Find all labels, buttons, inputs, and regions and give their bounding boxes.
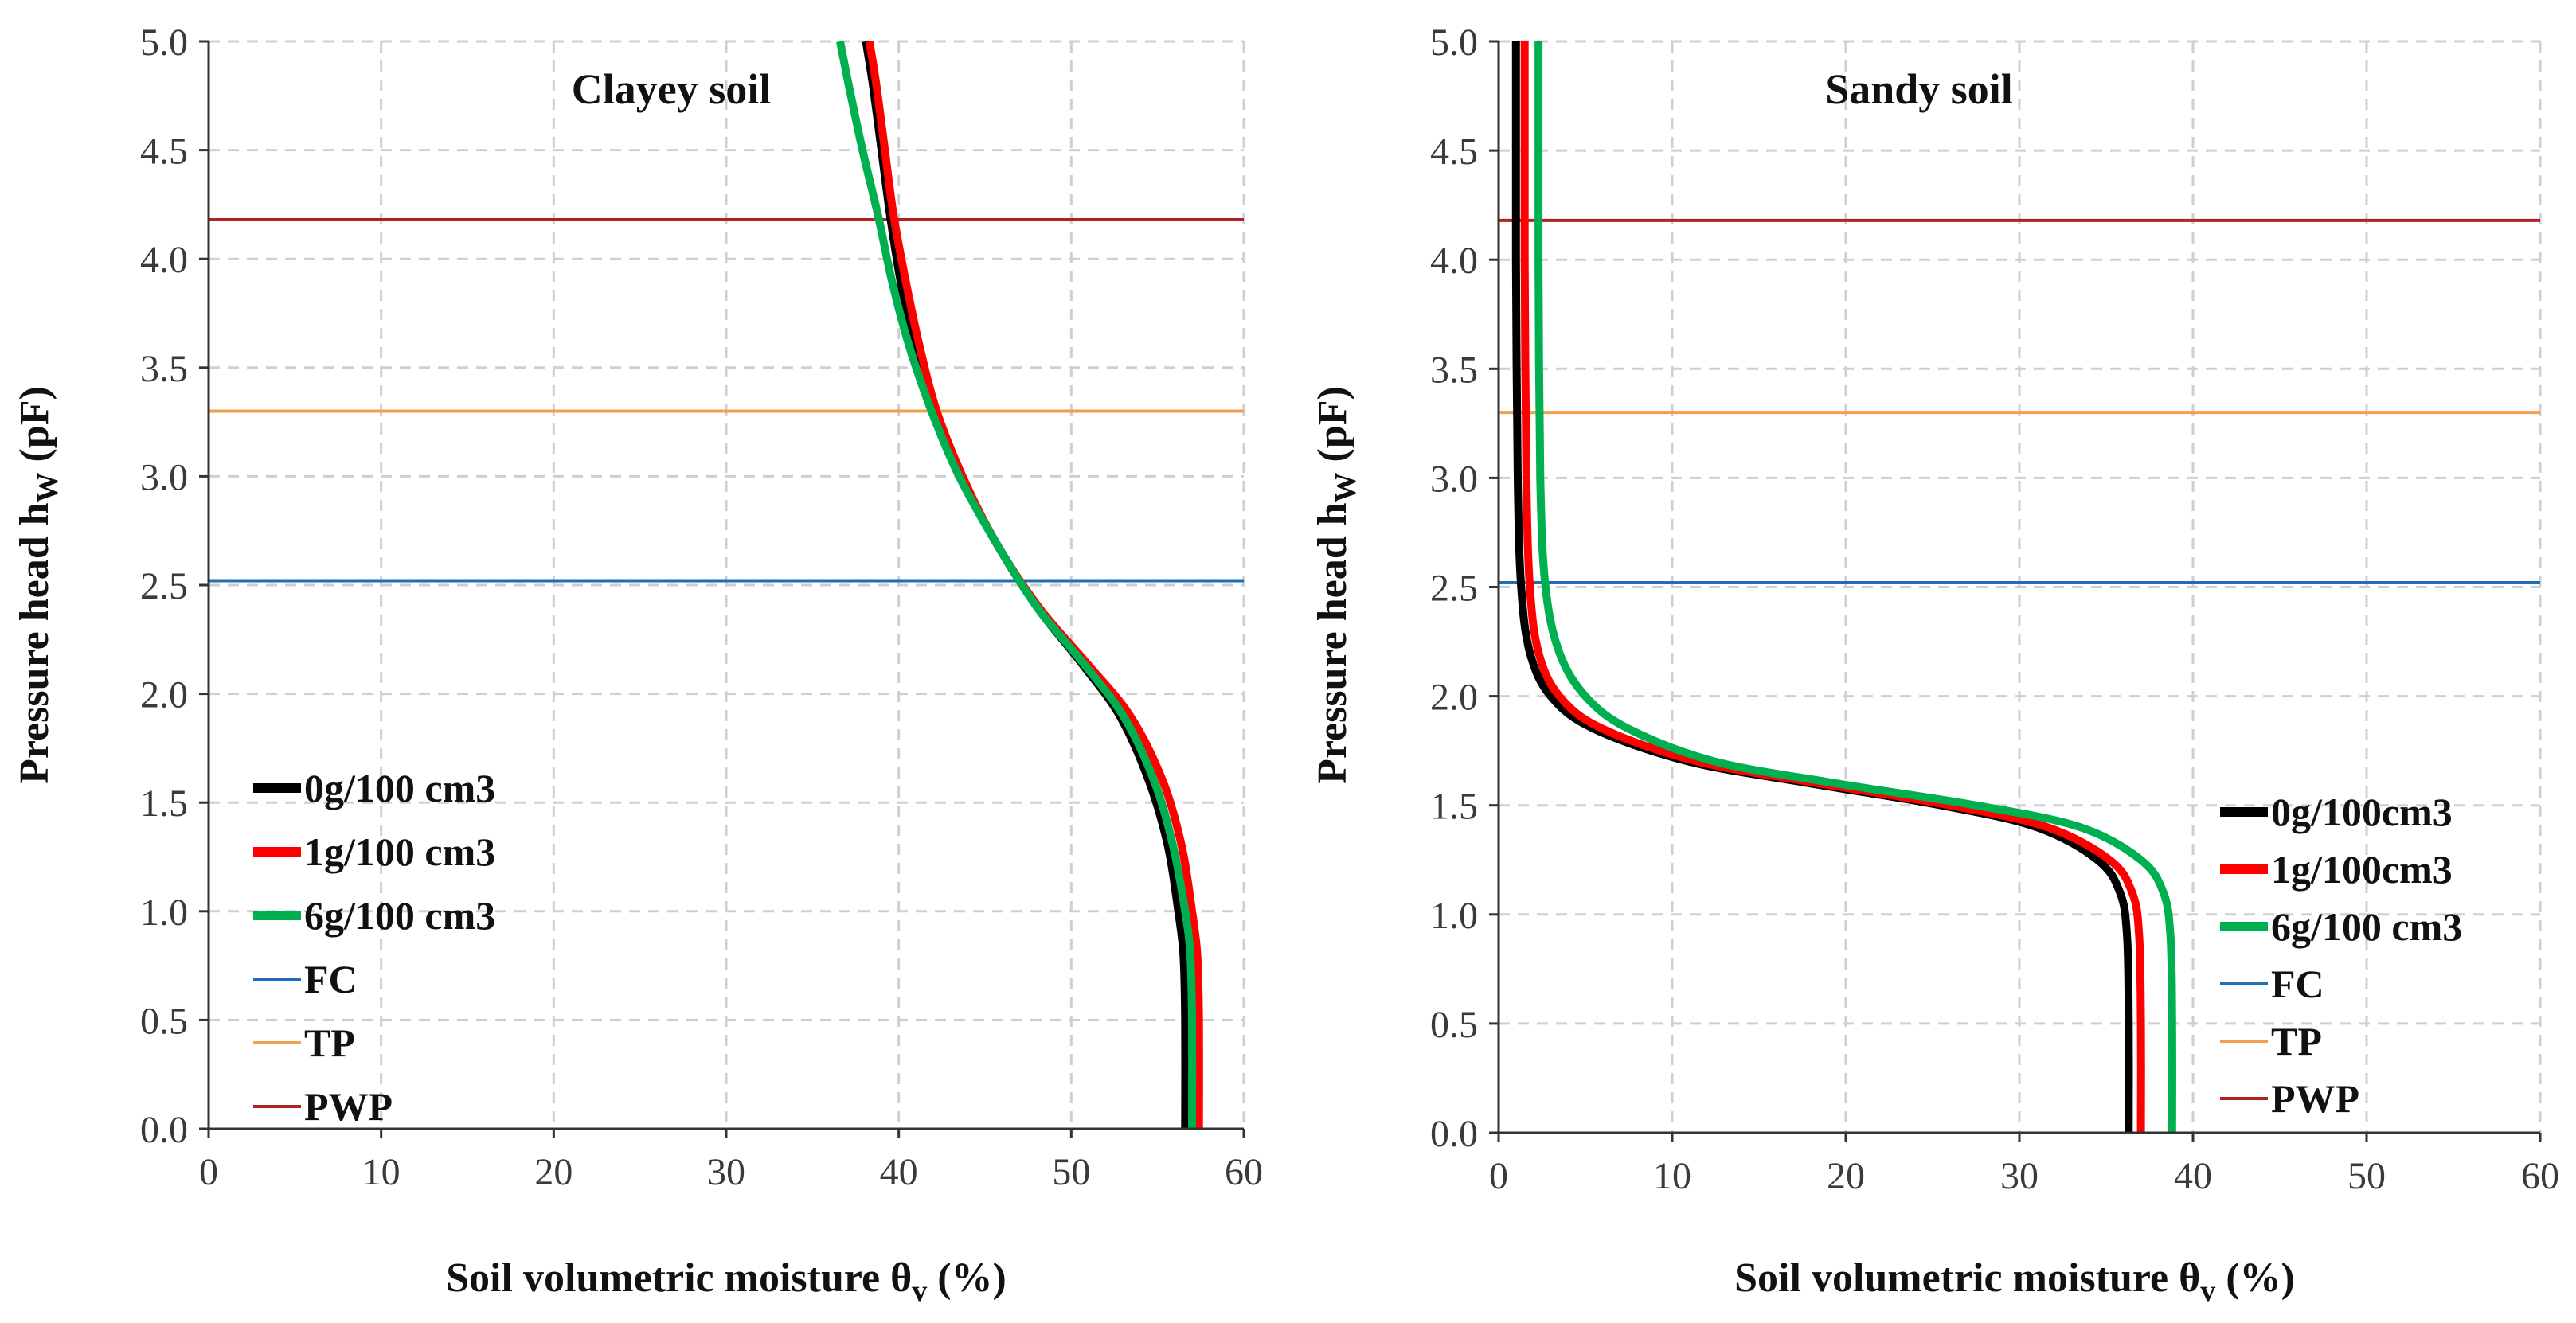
clayey-curve-6g-100-cm3 [836,41,1197,1130]
sandy-reference-lines [1499,218,2540,585]
sandy-panel-title: Sandy soil [1825,65,2013,113]
sandy-y-tick-label: 0.5 [1430,1004,1478,1046]
clayey-y-tick-label: 2.5 [140,565,188,607]
sandy-legend: 0g/100cm3 1g/100cm3 6g/100 cm3 FC TP PWP [2220,790,2462,1121]
clayey-y-tick-label: 2.0 [140,674,188,716]
sandy-x-tick-label: 0 [1489,1155,1508,1197]
sandy-y-tick-label: 3.0 [1430,458,1478,500]
sandy-soil-panel: 0 10 20 30 40 50 60 0.0 0.5 1.0 1.5 2.0 2.5 3.0 3.5 4.… [1310,21,2559,1308]
sandy-x-tick-label: 10 [1653,1155,1691,1197]
sandy-legend-label: FC [2271,962,2324,1006]
clayey-curves [836,41,1203,1130]
sandy-x-tick-label: 60 [2521,1155,2559,1197]
clayey-legend: 0g/100 cm3 1g/100 cm3 6g/100 cm3 FC TP PWP [253,766,495,1129]
clayey-legend-label: 1g/100 cm3 [304,829,495,874]
clayey-x-tick-label: 10 [362,1151,401,1193]
clayey-x-tick-label: 20 [534,1151,573,1193]
clayey-y-tick-label: 3.5 [140,348,188,390]
clayey-y-axis-label: Pressure head hW (pF) [12,386,64,784]
clayey-y-tick-label: 1.5 [140,782,188,825]
sandy-y-tick-label: 1.5 [1430,786,1478,828]
sandy-y-tick-label: 2.5 [1430,568,1478,610]
clayey-legend-label: FC [304,957,358,1001]
sandy-legend-label: TP [2271,1019,2322,1063]
sandy-curve-6g-100-cm3 [1534,41,2176,1134]
clayey-reference-lines [209,218,1244,583]
clayey-y-ticks: 0.0 0.5 1.0 1.5 2.0 2.5 3.0 3.5 4.0 4.5 5.0 [140,21,209,1151]
sandy-legend-label: 6g/100 cm3 [2271,904,2462,949]
clayey-legend-label: PWP [304,1084,393,1129]
sandy-y-tick-label: 1.0 [1430,895,1478,937]
clayey-x-axis-label: Soil volumetric moisture θv (%) [446,1255,1007,1308]
clayey-x-tick-label: 30 [707,1151,745,1193]
clayey-y-tick-label: 1.0 [140,892,188,934]
clayey-x-tick-label: 40 [880,1151,918,1193]
sandy-y-tick-label: 4.0 [1430,240,1478,282]
clayey-y-tick-label: 3.0 [140,456,188,498]
clayey-x-tick-label: 0 [199,1151,218,1193]
sandy-y-tick-label: 2.0 [1430,677,1478,719]
sandy-legend-label: 0g/100cm3 [2271,790,2453,834]
sandy-curves [1511,41,2176,1134]
sandy-y-tick-label: 0.0 [1430,1113,1478,1155]
sandy-y-ticks: 0.0 0.5 1.0 1.5 2.0 2.5 3.0 3.5 4.0 4.5 5.0 [1430,21,1499,1155]
clayey-y-tick-label: 5.0 [140,21,188,64]
sandy-legend-label: 1g/100cm3 [2271,847,2453,892]
clayey-legend-label: 6g/100 cm3 [304,893,495,938]
clayey-y-tick-label: 0.0 [140,1109,188,1151]
clayey-grid [209,40,1245,1129]
sandy-y-axis-label: Pressure head hW (pF) [1310,386,1362,784]
sandy-y-tick-label: 5.0 [1430,21,1478,64]
sandy-x-tick-label: 50 [2347,1155,2386,1197]
clayey-y-tick-label: 0.5 [140,1000,188,1042]
clayey-x-tick-label: 50 [1052,1151,1090,1193]
sandy-y-tick-label: 4.5 [1430,131,1478,173]
clayey-legend-label: TP [304,1021,355,1065]
clayey-legend-label: 0g/100 cm3 [304,766,495,810]
sandy-x-tick-label: 20 [1827,1155,1865,1197]
clayey-y-tick-label: 4.5 [140,131,188,173]
sandy-x-ticks: 0 10 20 30 40 50 60 [1489,1133,2559,1197]
clayey-y-tick-label: 4.0 [140,239,188,281]
sandy-x-tick-label: 30 [2000,1155,2039,1197]
sandy-curve-1g-100cm3 [1520,41,2145,1134]
clayey-panel-title: Clayey soil [572,65,772,113]
sandy-grid [1499,40,2542,1133]
clayey-x-ticks: 0 10 20 30 40 50 60 [199,1129,1263,1193]
sandy-y-tick-label: 3.5 [1430,349,1478,391]
clayey-x-tick-label: 60 [1225,1151,1263,1193]
sandy-x-axis-label: Soil volumetric moisture θv (%) [1734,1255,2295,1308]
sandy-legend-label: PWP [2271,1076,2359,1121]
sandy-x-tick-label: 40 [2174,1155,2212,1197]
clayey-soil-panel: 0 10 20 30 40 50 60 0.0 0.5 1.0 1.5 2.0 2.5 3.0 3.5 4.… [12,21,1263,1308]
